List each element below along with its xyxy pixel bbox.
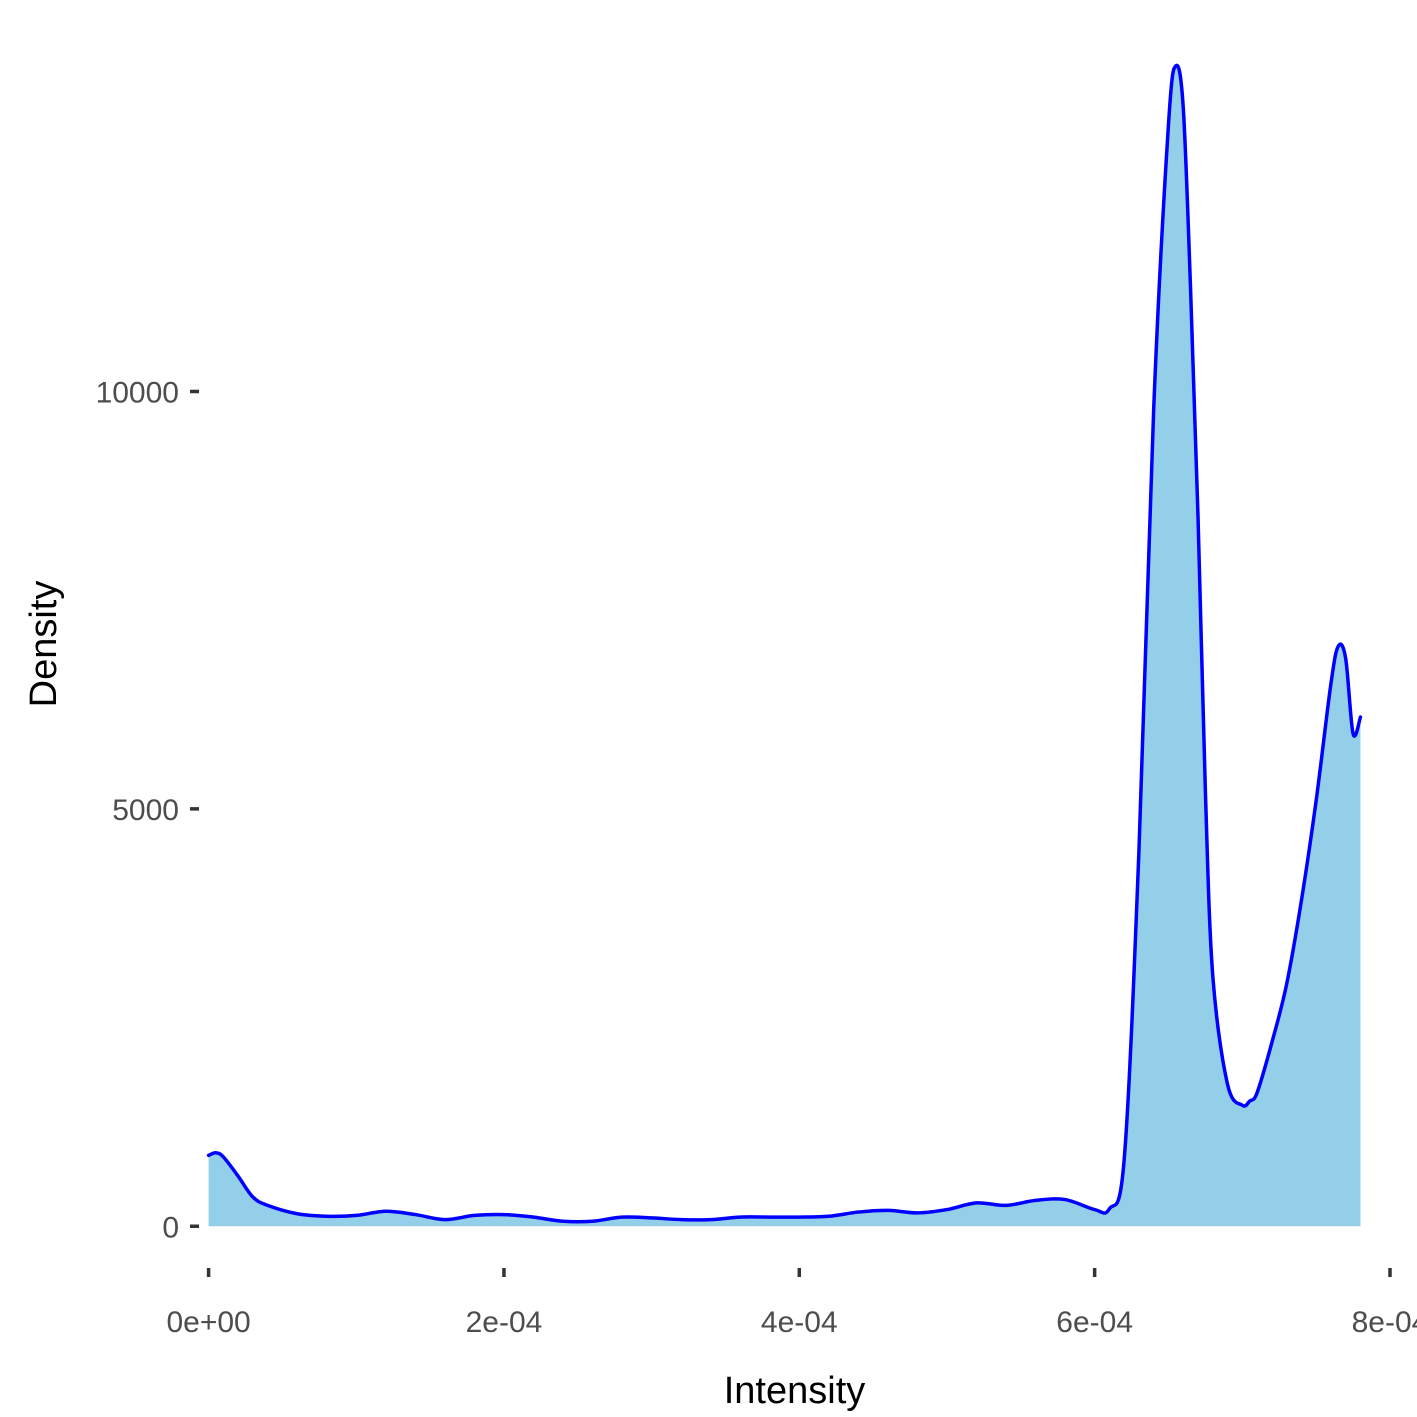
- x-tick-label: 8e-04: [1352, 1306, 1417, 1339]
- y-tick-label: 0: [162, 1211, 179, 1244]
- y-tick-label: 5000: [112, 794, 179, 827]
- density-area-fill: [208, 65, 1361, 1227]
- plot-area: [206, 63, 1363, 1227]
- density-curve: [206, 63, 1363, 1224]
- x-tick-label: 0e+00: [166, 1306, 250, 1339]
- y-axis: 0 5000 10000: [96, 376, 199, 1244]
- x-axis: 0e+00 2e-04 4e-04 6e-04 8e-04: [166, 1268, 1417, 1339]
- y-axis-title: Density: [23, 581, 65, 708]
- x-tick-label: 6e-04: [1056, 1306, 1133, 1339]
- x-tick-label: 4e-04: [761, 1306, 838, 1339]
- y-tick-label: 10000: [96, 376, 179, 409]
- x-axis-title: Intensity: [724, 1370, 866, 1412]
- x-tick-label: 2e-04: [466, 1306, 543, 1339]
